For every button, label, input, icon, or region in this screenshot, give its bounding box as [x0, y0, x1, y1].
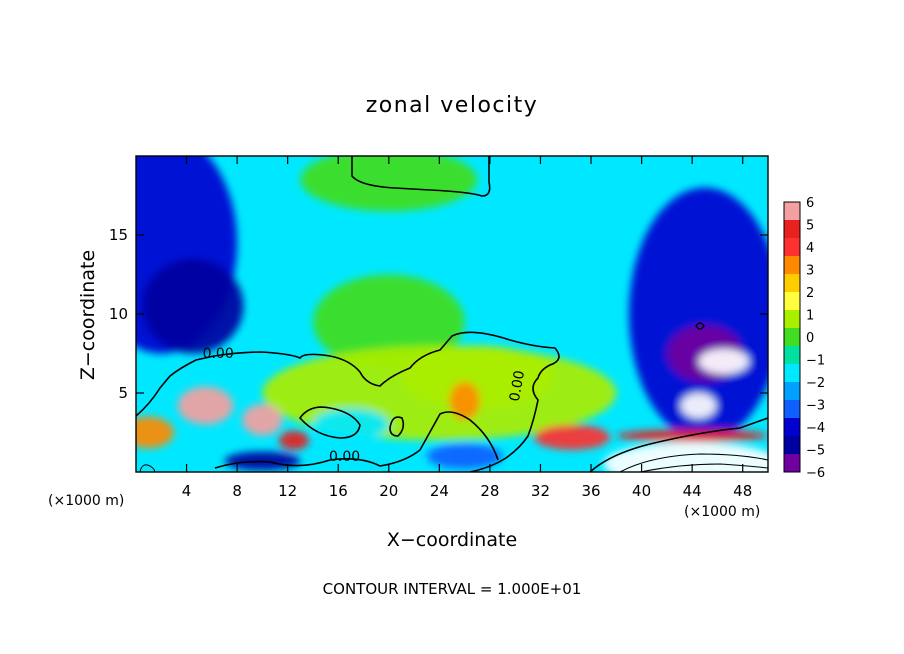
field-region: [312, 408, 389, 441]
contour-label: 0.00: [329, 449, 360, 465]
field-region: [426, 443, 503, 469]
contour-labels: 0.00 0.00 0.00: [203, 346, 529, 465]
y-axis-ticks: 5 10 15: [109, 226, 768, 402]
x-tick-label: 20: [379, 482, 398, 500]
field-region: [136, 416, 174, 449]
colorbar-swatch: [784, 202, 800, 221]
y-axis-label: Z−coordinate: [77, 250, 99, 380]
x-unit-label-left: (×1000 m): [48, 493, 124, 509]
contour-small-hole: [695, 322, 705, 330]
colorbar-swatch: [784, 292, 800, 311]
x-tick-label: 4: [182, 482, 192, 500]
colorbar-tick-label: −5: [806, 444, 825, 459]
contour-zero-main: [136, 331, 560, 472]
field-region: [300, 156, 478, 212]
contour-zero-lower: [214, 411, 499, 469]
colorbar-swatch: [784, 382, 800, 401]
colorbar-tick-label: 0: [806, 331, 814, 346]
x-tick-label: 8: [232, 482, 242, 500]
colorbar-swatch: [784, 238, 800, 257]
contour-lines: [136, 156, 768, 472]
contour-zero-right: [589, 417, 768, 472]
field-region: [680, 393, 717, 419]
x-tick-label: 40: [632, 482, 651, 500]
chart-title: zonal velocity: [366, 93, 539, 118]
field-region: [449, 381, 480, 420]
field-region: [401, 345, 554, 409]
colorbar-swatch: [784, 274, 800, 293]
field-region: [177, 386, 234, 425]
colorbar-tick-label: 2: [806, 286, 814, 301]
colorbar-swatch: [784, 418, 800, 437]
y-tick-label: 5: [118, 384, 128, 402]
x-axis-label: X−coordinate: [387, 529, 517, 551]
colorbar-swatch: [784, 454, 800, 473]
colorbar-tick-label: −4: [806, 421, 825, 436]
contour-zero-top: [351, 156, 491, 197]
contour-label: 0.00: [203, 346, 234, 362]
colorbar-tick-label: 4: [806, 241, 814, 256]
field-region: [628, 187, 768, 441]
field-region: [142, 258, 244, 354]
x-tick-label: 24: [430, 482, 449, 500]
plot-area: 0.00 0.00 0.00: [135, 155, 769, 473]
colorbar-tick-label: 6: [806, 196, 814, 211]
colorbar-swatch: [784, 346, 800, 365]
x-tick-label: 48: [733, 482, 752, 500]
field-region: [698, 348, 750, 375]
colorbar-tick-label: 3: [806, 264, 814, 279]
contour-hill-1: [619, 453, 768, 472]
field-region: [242, 404, 283, 436]
contour-loop-left: [139, 464, 155, 472]
colorbar-tick-label: −6: [806, 466, 825, 481]
colorbar-tick-label: −3: [806, 399, 825, 414]
colorbar-tick-label: 5: [806, 219, 814, 234]
colorbar-tick-label: 1: [806, 309, 814, 324]
x-tick-label: 12: [278, 482, 297, 500]
colorbar-swatch: [784, 220, 800, 239]
field-region: [312, 274, 465, 370]
contour-label: 0.00: [507, 369, 528, 402]
x-tick-label: 36: [581, 482, 600, 500]
contour-interval-note: CONTOUR INTERVAL = 1.000E+01: [323, 580, 582, 598]
y-tick-label: 10: [109, 305, 128, 323]
colorbar-swatch: [784, 364, 800, 383]
field-region: [278, 430, 310, 450]
x-tick-label: 44: [683, 482, 702, 500]
colorbar-swatch: [784, 256, 800, 275]
colorbar-tick-label: −2: [806, 376, 825, 391]
colorbar-swatch: [784, 328, 800, 347]
colorbar-swatch: [784, 310, 800, 329]
x-axis-ticks: 4 8 12 16 20 24 28 32 36 40 44 48: [182, 156, 752, 500]
contour-zero-inner2: [389, 416, 405, 437]
contour-zero-inner: [298, 406, 361, 439]
x-tick-label: 32: [531, 482, 550, 500]
colorbar: 6 5 4 3 2 1 0 −1 −2 −3 −4 −5 −6: [783, 196, 825, 481]
contour-hill-2: [639, 463, 768, 472]
y-tick-label: 15: [109, 226, 128, 244]
velocity-field: [136, 156, 768, 472]
colorbar-swatch: [784, 436, 800, 455]
colorbar-swatch: [784, 400, 800, 419]
x-unit-label-right: (×1000 m): [684, 504, 760, 520]
colorbar-tick-label: −1: [806, 354, 825, 369]
field-region: [534, 424, 610, 450]
colorbar-frame: [783, 201, 801, 473]
x-tick-label: 28: [480, 482, 499, 500]
x-tick-label: 16: [329, 482, 348, 500]
